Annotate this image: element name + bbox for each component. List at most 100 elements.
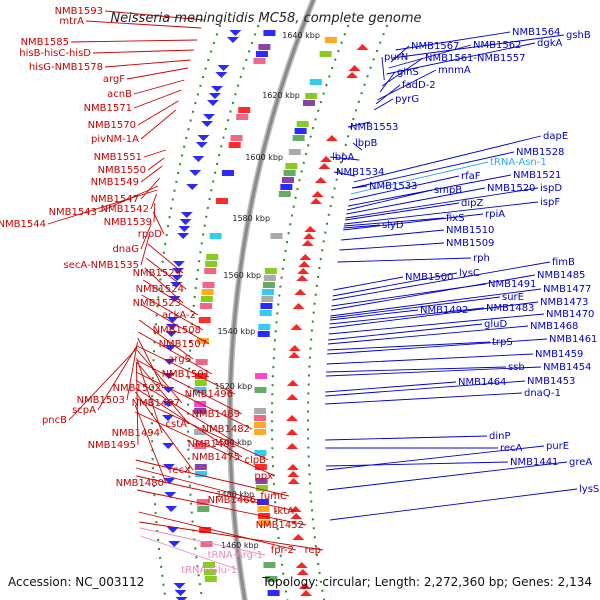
left-callout-line	[135, 379, 239, 445]
left-callout-line	[147, 243, 184, 274]
right-gene-label: dapE	[543, 131, 568, 142]
left-gene-label: mtrA	[59, 16, 84, 27]
right-gene-label: NMB1533	[369, 181, 417, 192]
gene-arrow	[295, 562, 308, 568]
right-callout-line	[344, 201, 539, 225]
left-gene-label: NMB1524	[136, 284, 184, 295]
right-callout-line	[347, 189, 433, 211]
left-gene-label: NMB1551	[94, 152, 142, 163]
right-gene-label: lysS	[579, 484, 599, 495]
gene-block	[263, 275, 276, 281]
backbone-line	[228, 0, 316, 600]
gene-block	[205, 261, 218, 267]
right-callout-line	[352, 142, 363, 151]
gene-block	[255, 51, 268, 57]
right-gene-label: NMB1485	[537, 270, 585, 281]
left-callout-line	[135, 371, 253, 430]
gene-arrow	[226, 37, 239, 43]
gene-block	[257, 506, 270, 512]
right-gene-label: purE	[546, 441, 569, 452]
right-gene-label: gshB	[566, 30, 591, 41]
right-callout-line	[325, 366, 542, 377]
gene-block	[196, 338, 209, 344]
right-gene-label: fimB	[552, 257, 575, 268]
backbone-arc	[151, 0, 389, 600]
gene-block	[206, 254, 219, 260]
gene-arrow	[201, 121, 214, 127]
left-gene-label: fumC	[260, 491, 287, 502]
right-callout-line	[326, 461, 509, 467]
gene-arrow	[162, 373, 175, 379]
left-gene-label: NMB1549	[91, 177, 139, 188]
gene-arrow	[286, 415, 299, 421]
gene-block	[202, 562, 215, 568]
gene-block	[283, 170, 296, 176]
right-gene-label: lbpB	[355, 138, 377, 149]
right-gene-label: slyD	[382, 220, 404, 231]
gene-block	[309, 79, 322, 85]
left-callout-line	[140, 303, 210, 345]
left-gene-label: NMB1547	[91, 194, 139, 205]
gene-arrow	[162, 443, 175, 449]
left-gene-label: NMB1544	[0, 219, 46, 230]
right-gene-label: NMB1561-NMB1557	[425, 53, 525, 64]
gene-arrow	[163, 478, 176, 484]
left-callout-line	[145, 257, 187, 290]
gene-block	[292, 135, 305, 141]
gene-block	[258, 44, 271, 50]
right-gene-label: ispF	[540, 197, 560, 208]
left-gene-label: NMB1481	[188, 439, 236, 450]
right-gene-label: trpS	[492, 337, 513, 348]
gene-block	[257, 331, 270, 337]
right-callout-line	[327, 325, 529, 345]
right-gene-label: NMB1520	[487, 183, 535, 194]
gene-arrow	[290, 513, 303, 519]
gene-block	[194, 408, 207, 414]
left-gene-label: ppx	[254, 471, 273, 482]
gene-arrow	[318, 163, 331, 169]
left-gene-label: NMB1539	[104, 217, 152, 228]
left-callout-line	[126, 341, 138, 401]
left-callout-line	[153, 202, 156, 223]
right-callout-line	[329, 156, 360, 161]
gene-arrow	[186, 184, 199, 190]
gene-arrow	[292, 303, 305, 309]
right-callout-line	[352, 185, 368, 189]
left-gene-label: NMB1503	[77, 395, 125, 406]
gene-block	[194, 380, 207, 386]
right-gene-label: gluD	[484, 319, 507, 330]
gene-arrow	[286, 429, 299, 435]
gene-block	[194, 464, 207, 470]
right-callout-line	[328, 313, 545, 335]
left-callout-line	[137, 100, 179, 126]
gene-block	[254, 387, 267, 393]
left-callout-lines	[47, 10, 324, 571]
kbp-tick-label: 1580 kbp	[232, 214, 270, 223]
gene-arrow	[164, 345, 177, 351]
left-callout-line	[136, 349, 183, 404]
right-callout-line	[329, 307, 485, 325]
gene-arrow	[297, 268, 310, 274]
gene-block	[281, 177, 294, 183]
right-gene-label: NMB1459	[535, 349, 583, 360]
gene-arrow	[286, 464, 299, 470]
left-callout-line	[135, 459, 290, 497]
right-gene-label: NMB1567	[411, 41, 459, 52]
right-callout-line	[349, 175, 460, 201]
left-callout-line	[135, 467, 259, 501]
left-gene-label: NMB1496	[185, 389, 233, 400]
right-callout-line	[390, 45, 410, 63]
guide-ring-outer2	[151, 24, 222, 600]
right-gene-label: rpiA	[485, 209, 505, 220]
gene-block	[195, 359, 208, 365]
gene-block	[262, 282, 275, 288]
right-gene-label: NMB1483	[486, 303, 534, 314]
gene-arrow	[311, 191, 324, 197]
left-callout-line	[133, 89, 182, 109]
left-gene-label: clpB	[245, 455, 267, 466]
left-gene-label: hisB-hisC-hisD	[19, 48, 91, 59]
topology-text: Topology: circular; Length: 2,272,360 bp…	[261, 575, 592, 589]
gene-arrow	[215, 72, 228, 78]
right-callout-line	[329, 309, 419, 321]
